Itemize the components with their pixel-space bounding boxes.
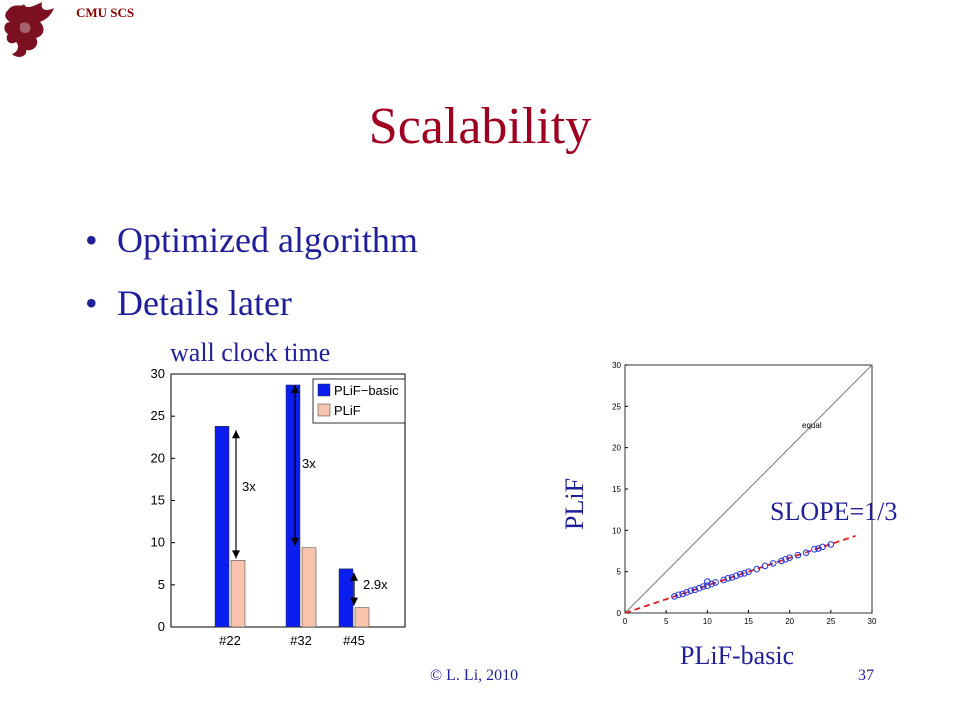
scatter-point <box>753 565 761 573</box>
scatter-y-tick-label: 0 <box>617 609 622 618</box>
wall-clock-label: wall clock time <box>170 338 331 367</box>
ratio-annotation: 2.9x <box>363 577 388 592</box>
scatter-point <box>720 576 728 584</box>
bar-x-tick-label: #45 <box>343 633 365 648</box>
ratio-annotation: 3x <box>242 479 256 494</box>
ratio-annotation: 3x <box>302 456 316 471</box>
scatter-point <box>732 572 740 580</box>
bar-plif <box>230 560 246 628</box>
bar-plif-basic <box>285 384 301 628</box>
scatter-point <box>728 574 736 581</box>
scatter-x-axis-label: PLiF-basic <box>680 641 795 670</box>
scatter-point <box>761 562 769 570</box>
scatter-chart: 0 5 10 15 20 25 30 0 5 10 15 20 25 30 equal <box>612 361 877 626</box>
griffin-logo-icon <box>4 2 54 57</box>
scatter-y-tick-label: 5 <box>617 568 622 577</box>
equal-line-label: equal <box>802 421 822 430</box>
ratio-arrow-head <box>232 430 240 439</box>
scatter-point <box>782 555 789 563</box>
bar-chart: 0 5 10 15 20 25 30 #22 #32 #45 3x 3x 2.9x PLiF−basic P… <box>151 366 406 648</box>
bar-y-tick-label: 0 <box>158 619 165 634</box>
scatter-point <box>745 568 752 575</box>
scatter-point <box>699 583 707 590</box>
bar-x-tick-label: #32 <box>290 633 312 648</box>
scatter-point <box>687 587 695 594</box>
bar-plif-basic <box>214 426 230 628</box>
header-label: CMU SCS <box>76 5 135 20</box>
scatter-point <box>675 591 682 599</box>
footer-page-number: 37 <box>858 667 874 684</box>
scatter-y-tick-label: 25 <box>612 402 621 411</box>
scatter-point <box>724 574 732 582</box>
bar-y-tick-label: 20 <box>151 450 165 465</box>
bullet-item: • Details later <box>85 282 292 324</box>
scatter-x-tick-label: 20 <box>785 617 794 626</box>
scatter-x-tick-label: 10 <box>703 617 712 626</box>
scatter-point <box>811 546 818 553</box>
scatter-point <box>778 557 785 565</box>
scatter-point <box>741 570 748 577</box>
ratio-arrow-head <box>350 572 358 581</box>
bar-x-tick-label: #22 <box>219 633 241 648</box>
scatter-point <box>712 579 719 586</box>
bullet-item: • Optimized algorithm <box>85 219 418 261</box>
scatter-x-tick-label: 5 <box>664 617 669 626</box>
legend-swatch <box>317 383 331 397</box>
bar-y-tick-label: 30 <box>151 366 165 381</box>
scatter-y-tick-label: 20 <box>612 444 621 453</box>
scatter-y-tick-label: 10 <box>612 526 621 535</box>
scatter-x-tick-label: 25 <box>826 617 835 626</box>
bullet-icon: • <box>85 283 98 323</box>
scatter-point <box>815 545 822 552</box>
scatter-point <box>769 560 777 567</box>
scatter-point <box>679 590 686 598</box>
footer-copyright: © L. Li, 2010 <box>430 667 519 684</box>
scatter-point <box>691 586 699 594</box>
scatter-point <box>819 543 826 551</box>
scatter-y-axis-label-text: PLiF <box>560 477 589 530</box>
scatter-point <box>695 584 703 592</box>
scatter-point <box>794 551 802 559</box>
bullet-text: Details later <box>117 283 292 323</box>
slope-label: SLOPE=1/3 <box>770 497 898 526</box>
legend-label: PLiF <box>334 403 361 418</box>
scatter-point <box>827 541 835 548</box>
scatter-point <box>704 578 711 585</box>
scatter-point <box>786 554 793 561</box>
bar-plif <box>301 547 317 628</box>
scatter-y-tick-label: 30 <box>612 361 621 370</box>
slide-title: Scalability <box>368 98 592 155</box>
scatter-x-tick-label: 15 <box>744 617 753 626</box>
ratio-arrow-head <box>232 550 240 559</box>
ratio-arrow-head <box>291 384 299 393</box>
scatter-x-tick-label: 30 <box>868 617 877 626</box>
bar-y-tick-label: 10 <box>151 535 165 550</box>
scatter-y-tick-label: 15 <box>612 485 621 494</box>
scatter-point <box>802 549 810 556</box>
bar-y-tick-label: 25 <box>151 408 165 423</box>
scatter-y-axis-label: PLiF <box>560 450 620 530</box>
scatter-point <box>683 589 691 596</box>
scatter-x-tick-label: 0 <box>623 617 628 626</box>
ratio-arrow-head <box>291 537 299 546</box>
scatter-point <box>671 593 678 600</box>
scatter-point <box>736 570 744 578</box>
bullet-icon: • <box>85 220 98 260</box>
bar-y-tick-label: 15 <box>151 493 165 508</box>
scatter-point <box>704 582 711 590</box>
bullet-text: Optimized algorithm <box>117 220 418 260</box>
legend-swatch <box>317 403 331 417</box>
bar-plif <box>354 607 370 628</box>
bar-y-tick-label: 5 <box>158 577 165 592</box>
legend-label: PLiF−basic <box>334 383 399 398</box>
ratio-arrow-head <box>350 597 358 606</box>
equal-reference-line <box>624 364 873 614</box>
